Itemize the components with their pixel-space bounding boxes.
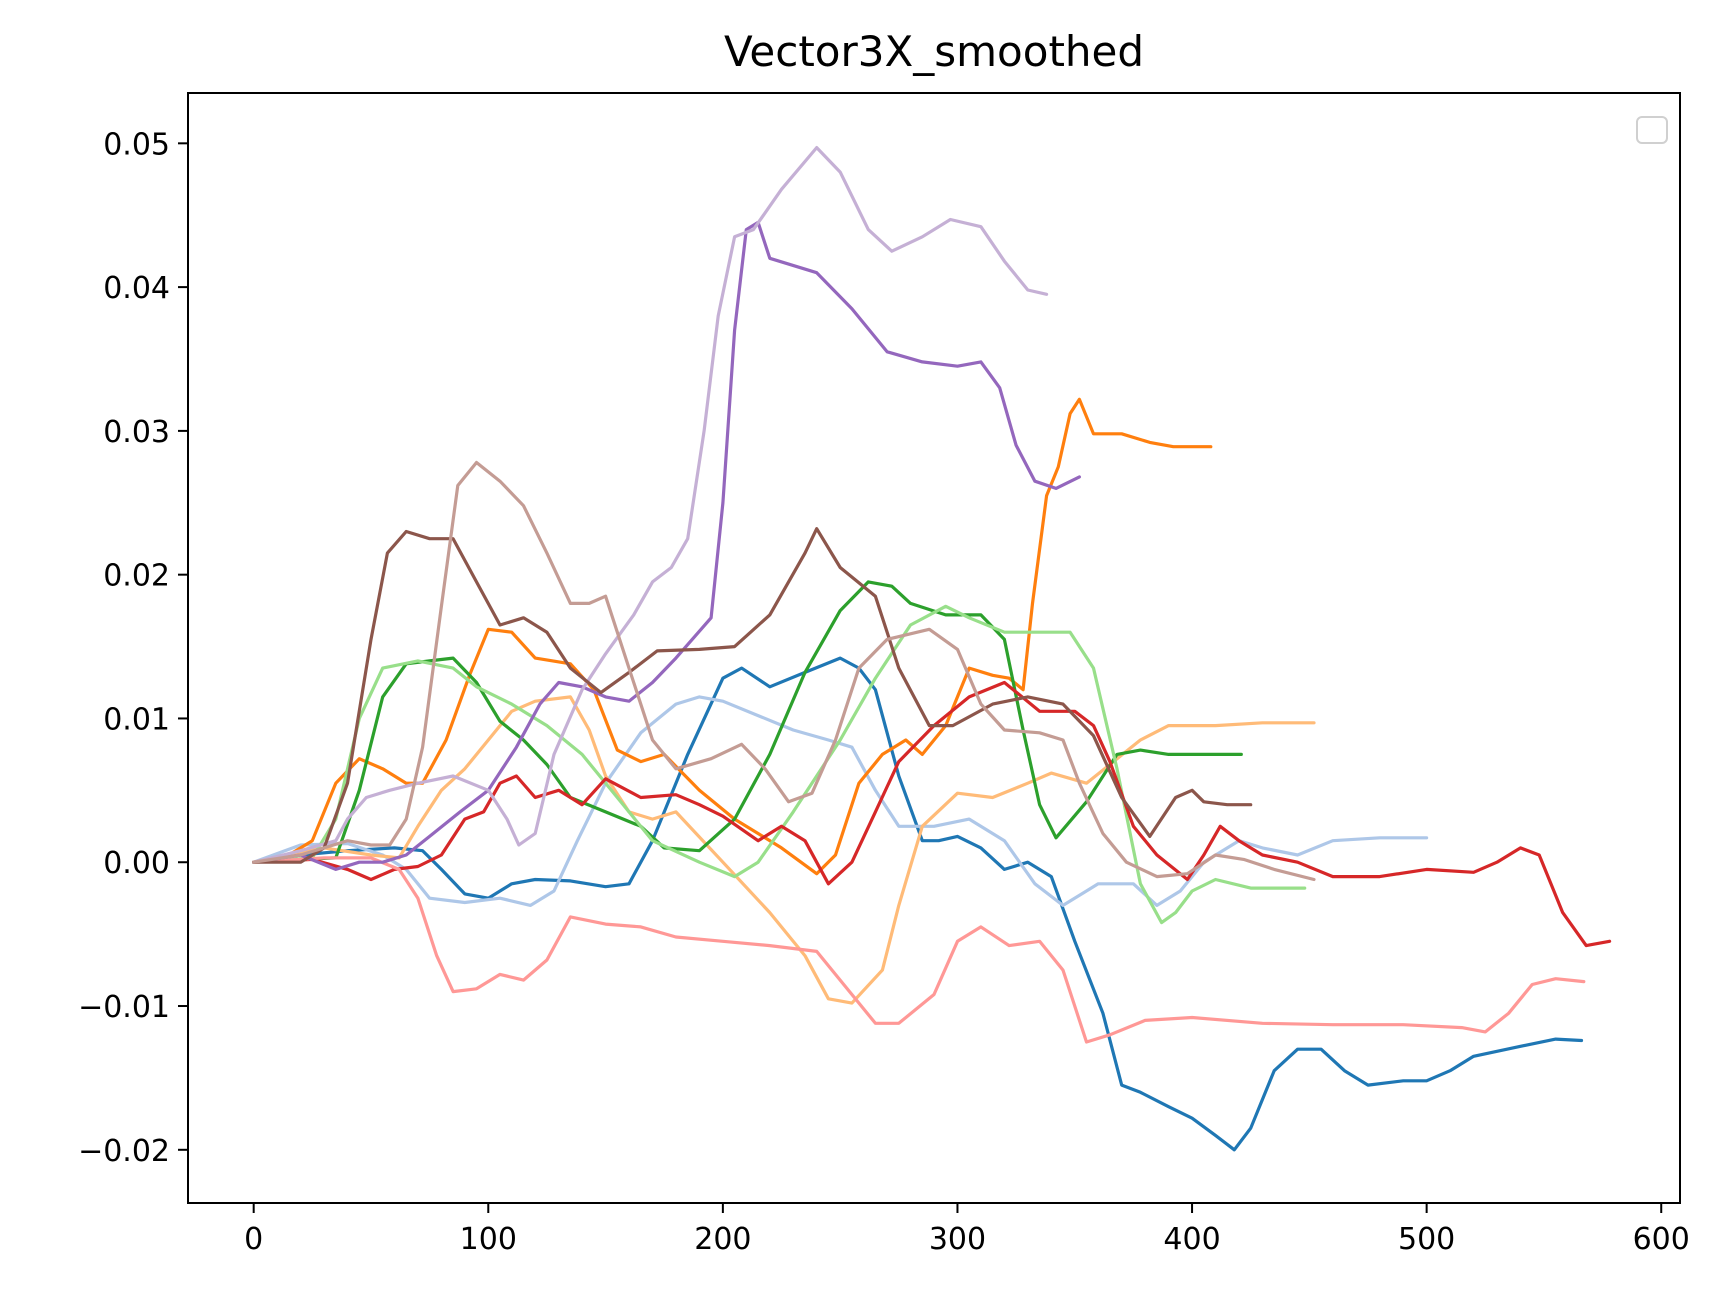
x-tick-label: 500 <box>1398 1222 1455 1257</box>
x-axis: 0 100 200 300 400 500 600 <box>244 1203 1690 1257</box>
x-tick-label: 0 <box>244 1222 263 1257</box>
y-tick-label: 0.02 <box>103 559 170 594</box>
series-line-8 <box>252 856 1586 1044</box>
y-tick-label: 0.03 <box>103 415 170 450</box>
x-tick-label: 400 <box>1163 1222 1220 1257</box>
series-line-7 <box>252 680 1612 948</box>
y-tick-label: −0.02 <box>78 1134 170 1169</box>
y-tick-label: 0.04 <box>103 271 170 306</box>
x-tick-label: 300 <box>929 1222 986 1257</box>
y-tick-label: 0.05 <box>103 127 170 162</box>
x-tick-label: 100 <box>460 1222 517 1257</box>
series-line-6 <box>252 604 1307 925</box>
series-line-10 <box>252 146 1049 864</box>
chart-title: Vector3X_smoothed <box>724 27 1144 76</box>
plot-area-frame <box>187 92 1681 1204</box>
x-tick-label: 600 <box>1633 1222 1690 1257</box>
y-axis: −0.02 −0.01 0.00 0.01 0.02 0.03 0.04 0.05 <box>78 127 188 1169</box>
x-tick-label: 200 <box>694 1222 751 1257</box>
series-line-1 <box>252 656 1584 1152</box>
series-line-11 <box>252 527 1253 864</box>
series-layer <box>252 146 1612 1152</box>
legend <box>1636 116 1668 144</box>
series-line-12 <box>252 460 1316 882</box>
y-tick-label: 0.01 <box>103 702 170 737</box>
series-line-9 <box>252 220 1081 871</box>
legend-box <box>1636 116 1668 144</box>
y-tick-label: 0.00 <box>103 846 170 881</box>
y-tick-label: −0.01 <box>78 990 170 1025</box>
